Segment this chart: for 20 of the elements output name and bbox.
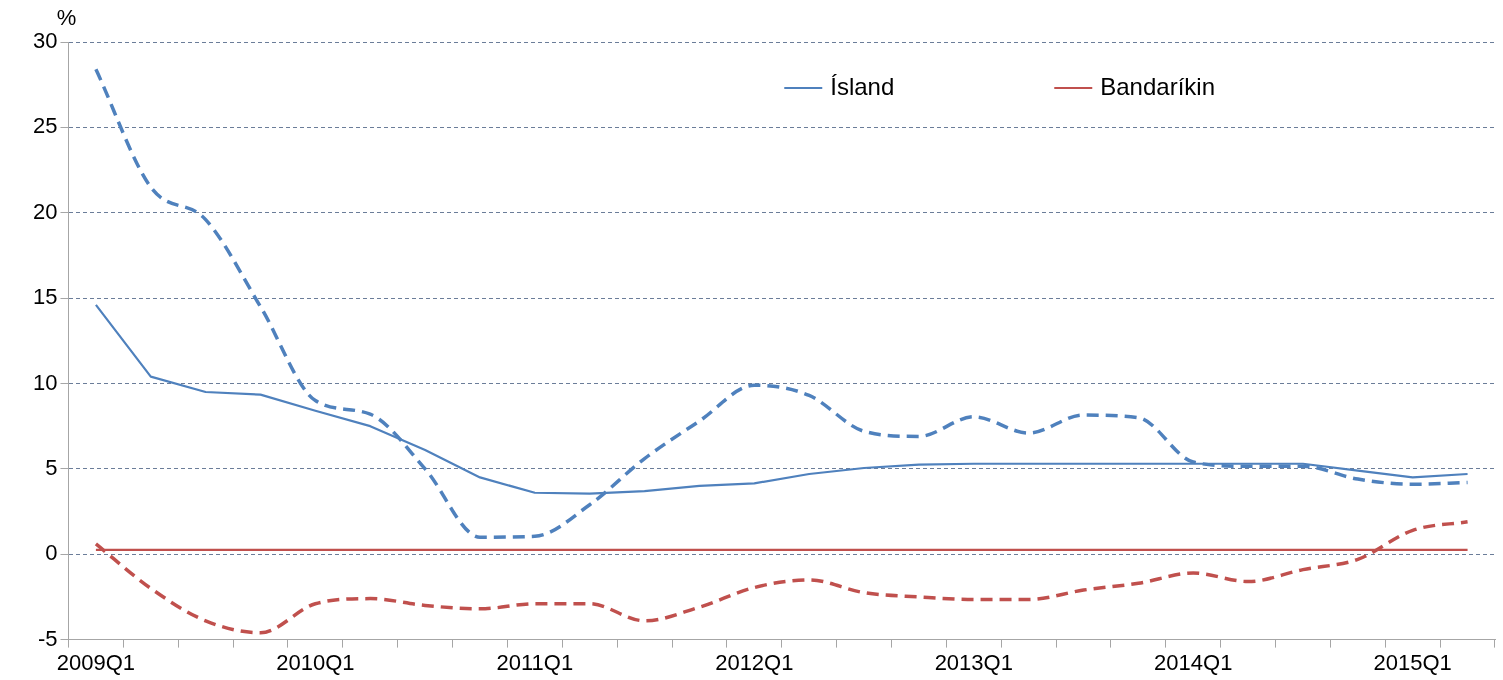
line-series: [94, 520, 1470, 635]
x-tick-label: 2010Q1: [276, 649, 355, 675]
x-tick-label: 2015Q1: [1373, 649, 1452, 675]
y-axis-title: %: [56, 5, 77, 31]
y-tick-label: 15: [32, 284, 58, 310]
x-tick-label: 2011Q1: [496, 649, 574, 675]
x-tick-label: 2012Q1: [715, 649, 794, 675]
y-tick-label: 5: [45, 454, 58, 480]
y-tick-label: 10: [32, 369, 58, 395]
x-tick-label: 2014Q1: [1154, 649, 1233, 675]
x-tick-label: 2009Q1: [56, 649, 136, 675]
line-series: [94, 67, 1470, 539]
y-tick-label: 20: [32, 198, 58, 224]
legend-label: Bandaríkin: [1100, 72, 1216, 100]
y-tick-label: 30: [32, 28, 58, 54]
y-tick-label: 0: [45, 540, 58, 566]
legend-label: Ísland: [830, 72, 895, 100]
y-tick-label: 25: [32, 113, 58, 139]
x-tick-label: 2013Q1: [934, 649, 1013, 675]
y-tick-label: -5: [37, 625, 58, 651]
